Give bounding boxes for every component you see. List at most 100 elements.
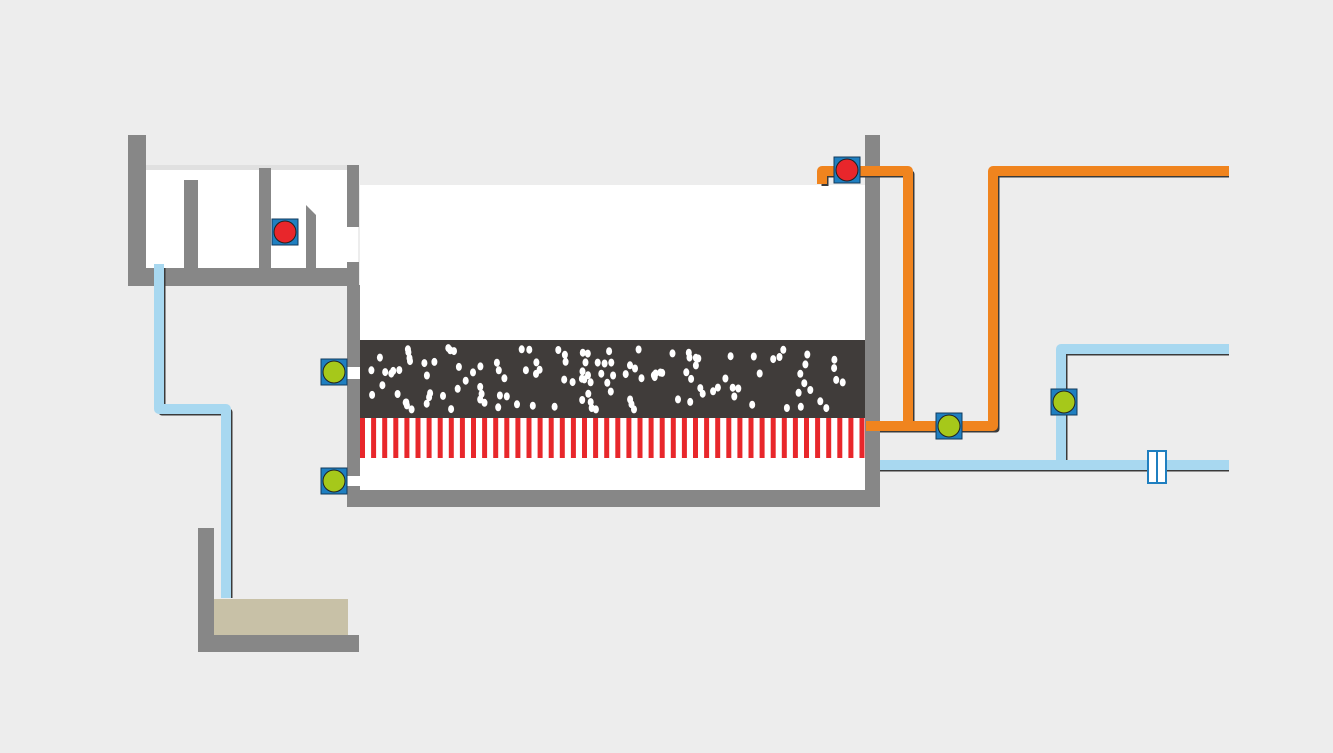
underdrain-nozzle bbox=[704, 418, 710, 458]
media-particle bbox=[493, 358, 500, 367]
valve-filtrate-branch[interactable] bbox=[1050, 388, 1078, 416]
underdrain-nozzle bbox=[448, 418, 454, 458]
media-particle bbox=[683, 368, 690, 377]
valve-tank-upper[interactable] bbox=[320, 358, 348, 386]
media-particle bbox=[561, 375, 568, 384]
media-particle bbox=[394, 390, 401, 398]
media-particle bbox=[448, 405, 455, 414]
media-particle bbox=[807, 386, 814, 394]
inlet-baffle-3 bbox=[306, 205, 316, 270]
media-particle bbox=[797, 369, 804, 378]
media-particle bbox=[423, 399, 430, 408]
media-particle bbox=[801, 379, 808, 388]
inlet-channel bbox=[128, 135, 359, 286]
underdrain-nozzle bbox=[859, 418, 865, 458]
tank-lower-port bbox=[345, 476, 361, 486]
underdrain bbox=[360, 418, 865, 458]
underdrain-nozzle bbox=[748, 418, 754, 458]
media-particle bbox=[584, 349, 591, 358]
media-particle bbox=[551, 402, 558, 411]
media-particle bbox=[695, 354, 702, 363]
sludge-layer bbox=[214, 599, 348, 635]
inlet-weir-upper bbox=[347, 165, 359, 227]
media-particle bbox=[455, 362, 462, 371]
media-particle bbox=[579, 396, 586, 404]
filter-media bbox=[360, 340, 865, 418]
media-particle bbox=[462, 376, 469, 385]
drain-pipe bbox=[154, 264, 231, 598]
media-particle bbox=[692, 361, 699, 370]
underdrain-nozzle bbox=[559, 418, 565, 458]
media-particle bbox=[390, 366, 397, 375]
sump-pit bbox=[198, 528, 359, 652]
underdrain-nozzle bbox=[826, 418, 832, 458]
inlet-baffle-1 bbox=[184, 180, 198, 270]
underdrain-nozzle bbox=[637, 418, 643, 458]
media-particle bbox=[631, 405, 637, 414]
underdrain-nozzle bbox=[404, 418, 410, 458]
underdrain-nozzle bbox=[715, 418, 721, 458]
filter-media-particles bbox=[368, 344, 846, 414]
underdrain-nozzle bbox=[670, 418, 676, 458]
underdrain-nozzle bbox=[759, 418, 765, 458]
valve-open-indicator bbox=[1052, 390, 1076, 414]
underdrain-nozzle bbox=[693, 418, 698, 458]
media-particle bbox=[651, 373, 658, 382]
media-particle bbox=[592, 405, 599, 414]
media-particle bbox=[379, 381, 386, 390]
underdrain-nozzle bbox=[582, 418, 587, 458]
valve-backwash-top[interactable] bbox=[833, 156, 861, 184]
media-particle bbox=[408, 405, 415, 414]
tank-left-wall bbox=[347, 285, 360, 507]
media-particle bbox=[607, 387, 614, 396]
media-particle bbox=[699, 389, 706, 398]
media-particle bbox=[533, 358, 540, 367]
valve-backwash-bottom[interactable] bbox=[935, 412, 963, 440]
valve-open-indicator bbox=[322, 360, 346, 384]
inlet-channel-lip bbox=[146, 165, 358, 170]
media-particle bbox=[526, 345, 533, 354]
media-particle bbox=[686, 353, 693, 362]
media-particle bbox=[562, 357, 569, 366]
tank-upper-port bbox=[345, 367, 361, 379]
underdrain-nozzle bbox=[837, 418, 843, 458]
underdrain-nozzle bbox=[360, 418, 365, 458]
media-particle bbox=[610, 371, 617, 380]
media-particle bbox=[579, 367, 586, 376]
media-particle bbox=[749, 400, 756, 409]
media-particle bbox=[522, 366, 529, 375]
media-particle bbox=[382, 368, 389, 377]
underdrain-nozzle bbox=[382, 418, 388, 458]
inlet-weir-lower bbox=[347, 262, 359, 286]
underdrain-nozzle bbox=[593, 418, 599, 458]
media-particle bbox=[470, 368, 476, 377]
media-particle bbox=[657, 368, 664, 377]
outlet-meter[interactable] bbox=[1147, 450, 1167, 484]
media-particle bbox=[440, 391, 446, 400]
media-particle bbox=[402, 398, 409, 407]
media-particle bbox=[780, 345, 787, 354]
media-particle bbox=[585, 389, 592, 398]
media-particle bbox=[594, 358, 601, 367]
underdrain-nozzle bbox=[726, 418, 732, 458]
underdrain-nozzle bbox=[371, 418, 377, 458]
inlet-channel-interior bbox=[146, 165, 358, 271]
media-particle bbox=[714, 383, 721, 392]
media-particle bbox=[797, 402, 804, 411]
media-particle bbox=[518, 345, 525, 354]
media-particle bbox=[601, 359, 608, 368]
media-particle bbox=[578, 374, 585, 383]
media-particle bbox=[608, 358, 615, 367]
media-particle bbox=[622, 370, 629, 379]
underdrain-nozzle bbox=[437, 418, 443, 458]
media-particle bbox=[776, 353, 783, 361]
underdrain-nozzle bbox=[804, 418, 809, 458]
valve-inlet-channel[interactable] bbox=[271, 218, 299, 246]
valve-tank-lower[interactable] bbox=[320, 467, 348, 495]
media-particle bbox=[598, 369, 605, 378]
media-particle bbox=[675, 395, 681, 404]
media-particle bbox=[823, 404, 830, 413]
underdrain-nozzle bbox=[626, 418, 632, 458]
underdrain-nozzle bbox=[770, 418, 776, 458]
